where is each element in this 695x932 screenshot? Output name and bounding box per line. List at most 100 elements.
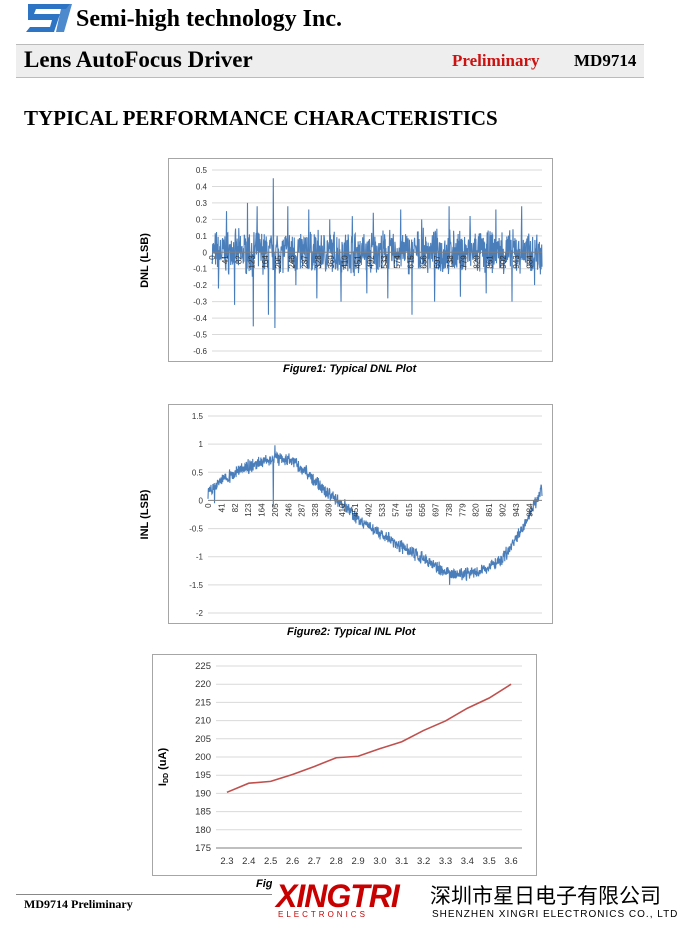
y-tick-label: 0 — [199, 496, 204, 505]
series-line — [207, 445, 543, 585]
x-tick-label: 3.4 — [461, 856, 474, 867]
y-tick-label: 185 — [195, 807, 211, 818]
section-title: TYPICAL PERFORMANCE CHARACTERISTICS — [24, 106, 498, 130]
figure2-caption: Figure2: Typical INL Plot — [287, 626, 416, 638]
y-tick-label: 210 — [195, 716, 211, 727]
x-tick-label: 451 — [351, 503, 360, 517]
x-tick-label: 984 — [525, 503, 534, 517]
y-tick-label: -2 — [196, 609, 204, 618]
x-tick-label: 779 — [459, 255, 468, 269]
x-tick-label: 2.9 — [351, 856, 364, 867]
x-tick-label: 3.0 — [373, 856, 386, 867]
y-tick-label: 1.5 — [192, 412, 204, 421]
y-tick-label: 0.5 — [196, 166, 208, 175]
y-tick-label: 1 — [199, 440, 204, 449]
x-tick-label: 533 — [380, 255, 389, 269]
inl-chart: 1.5 1 0.5 0 -0.5 -1 -1.5 -2 0 41 82 123 164 205 246 287… — [139, 404, 553, 624]
x-tick-label: 779 — [458, 503, 467, 517]
watermark-background — [272, 880, 695, 932]
x-tick-label: 3.1 — [395, 856, 408, 867]
y-tick-label: 0.1 — [196, 232, 208, 241]
y-tick-label: 200 — [195, 752, 211, 763]
x-tick-label: 123 — [248, 255, 257, 269]
y-tick-label: -1.5 — [189, 581, 203, 590]
y-tick-label: -0.2 — [193, 281, 207, 290]
idd-chart: 225 220 215 210 205 200 195 190 185 180 175 2.3 2.4 2… — [152, 654, 537, 876]
x-tick-label: 287 — [301, 255, 310, 269]
y-tick-label: 220 — [195, 679, 211, 690]
x-tick-label: 697 — [433, 255, 442, 269]
x-tick-label: 410 — [338, 503, 347, 517]
x-tick-label: 410 — [340, 255, 349, 269]
x-tick-label: 3.5 — [483, 856, 496, 867]
x-tick-label: 533 — [378, 503, 387, 517]
company-logo — [26, 4, 72, 32]
y-tick-label: 0.2 — [196, 215, 208, 224]
x-tick-label: 984 — [525, 255, 534, 269]
x-tick-label: 574 — [391, 503, 400, 517]
x-tick-label: 2.5 — [264, 856, 277, 867]
x-tick-label: 615 — [406, 255, 415, 269]
y-tick-label: -0.3 — [193, 298, 207, 307]
x-tick-label: 2.4 — [242, 856, 255, 867]
watermark-company-cn: 深圳市星日电子有限公司 — [430, 884, 661, 908]
series-line — [211, 178, 543, 328]
x-tick-label: 820 — [472, 503, 481, 517]
x-tick-label: 205 — [274, 255, 283, 269]
y-tick-label: 0.4 — [196, 182, 208, 191]
y-tick-label: 195 — [195, 770, 211, 781]
x-tick-label: 820 — [473, 255, 482, 269]
x-tick-label: 123 — [244, 503, 253, 517]
figure1-caption: Figure1: Typical DNL Plot — [283, 363, 417, 375]
x-tick-label: 287 — [298, 503, 307, 517]
x-tick-label: 3.3 — [439, 856, 452, 867]
y-tick-label: 0 — [203, 248, 208, 257]
x-tick-label: 943 — [512, 255, 521, 269]
x-tick-label: 41 — [217, 503, 226, 512]
watermark-company-en: SHENZHEN XINGRI ELECTRONICS CO., LTD — [432, 909, 679, 920]
y-tick-label: -0.5 — [189, 525, 203, 534]
x-tick-label: 2.8 — [330, 856, 343, 867]
idd-series-line — [226, 683, 512, 794]
x-tick-label: 2.3 — [220, 856, 233, 867]
x-tick-label: 2.7 — [308, 856, 321, 867]
y-tick-label: -0.6 — [193, 347, 207, 356]
x-tick-label: 2.6 — [286, 856, 299, 867]
y-tick-label: 180 — [195, 825, 211, 836]
x-tick-label: 902 — [499, 255, 508, 269]
x-tick-label: 164 — [261, 255, 270, 269]
y-tick-label: 205 — [195, 734, 211, 745]
x-tick-label: 943 — [512, 503, 521, 517]
x-tick-label: 246 — [284, 503, 293, 517]
x-tick-label: 738 — [446, 255, 455, 269]
x-tick-label: 82 — [231, 503, 240, 512]
dnl-chart: 0.50.40.30.20.10-0.1-0.2-0.3-0.4-0.5-0.6… — [139, 158, 553, 362]
y-tick-label: 190 — [195, 788, 211, 799]
y-tick-label: 0.3 — [196, 199, 208, 208]
footer-text: MD9714 Preliminary — [24, 897, 133, 911]
x-tick-label: 41 — [221, 255, 230, 264]
figure3-caption: Fig — [256, 878, 273, 890]
y-tick-label: -0.5 — [193, 331, 207, 340]
x-tick-label: 902 — [498, 503, 507, 517]
x-tick-label: 492 — [365, 503, 374, 517]
x-tick-label: 861 — [485, 503, 494, 517]
x-tick-label: 164 — [258, 503, 267, 517]
chart-frame — [168, 404, 553, 624]
y-axis-label: IDD (uA) — [157, 748, 170, 787]
x-tick-label: 697 — [432, 503, 441, 517]
chart-frame — [152, 654, 537, 876]
y-tick-label: -0.1 — [193, 265, 207, 274]
x-tick-label: 738 — [445, 503, 454, 517]
x-tick-label: 3.6 — [504, 856, 517, 867]
x-tick-label: 0 — [204, 503, 213, 508]
x-tick-label: 0 — [208, 255, 217, 260]
y-axis-label: DNL (LSB) — [139, 233, 151, 288]
x-tick-label: 369 — [327, 255, 336, 269]
y-tick-label: 0.5 — [192, 468, 204, 477]
y-tick-label: 175 — [195, 843, 211, 854]
status-label: Preliminary — [452, 51, 540, 70]
x-tick-label: 328 — [314, 255, 323, 269]
x-tick-label: 656 — [420, 255, 429, 269]
document-title: Lens AutoFocus Driver — [24, 47, 253, 72]
